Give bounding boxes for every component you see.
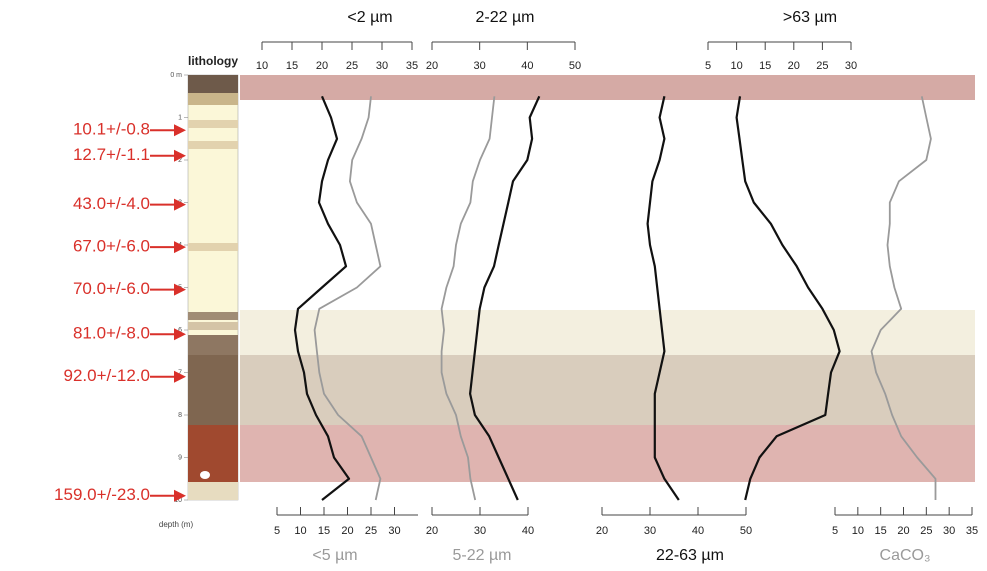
x-tick-label: 35: [406, 60, 418, 72]
y-tick-label: 1: [178, 114, 182, 121]
zone: [240, 310, 975, 355]
axis-title: <5 µm: [312, 547, 357, 564]
x-tick-label: 40: [522, 525, 534, 537]
age-label: 159.0+/-23.0: [54, 485, 150, 504]
age-label: 10.1+/-0.8: [73, 120, 150, 139]
axis-title: 5-22 µm: [452, 547, 511, 564]
x-tick-label: 30: [474, 60, 486, 72]
x-tick-label: 15: [759, 60, 771, 72]
x-tick-label: 15: [286, 60, 298, 72]
axis-title: 2-22 µm: [475, 9, 534, 26]
x-tick-label: 25: [920, 525, 932, 537]
axis-title: CaCO₃: [880, 547, 931, 564]
column-label: lithology: [188, 54, 238, 68]
x-tick-label: 5: [832, 525, 838, 537]
axis-title: >63 µm: [783, 9, 837, 26]
age-arrowhead: [174, 124, 186, 136]
x-tick-label: 10: [852, 525, 864, 537]
x-tick-label: 5: [705, 60, 711, 72]
x-tick-label: 15: [875, 525, 887, 537]
age-label: 67.0+/-6.0: [73, 237, 150, 256]
x-tick-label: 25: [816, 60, 828, 72]
x-tick-label: 30: [388, 525, 400, 537]
x-tick-label: 50: [569, 60, 581, 72]
x-tick-label: 20: [426, 525, 438, 537]
zone: [240, 425, 975, 482]
x-tick-label: 25: [346, 60, 358, 72]
x-tick-label: 30: [644, 525, 656, 537]
age-label: 92.0+/-12.0: [64, 366, 151, 385]
x-tick-label: 20: [426, 60, 438, 72]
zone: [240, 355, 975, 425]
x-tick-label: 40: [521, 60, 533, 72]
x-tick-label: 10: [730, 60, 742, 72]
y-tick-label: 9: [178, 454, 182, 461]
x-tick-label: 25: [365, 525, 377, 537]
x-tick-label: 20: [788, 60, 800, 72]
zone: [240, 75, 975, 100]
age-label: 12.7+/-1.1: [73, 145, 150, 164]
x-tick-label: 5: [274, 525, 280, 537]
chart: lithology depth (m) 0 m12345678910101520…: [0, 0, 987, 571]
x-tick-label: 30: [845, 60, 857, 72]
x-tick-label: 15: [318, 525, 330, 537]
x-tick-label: 30: [943, 525, 955, 537]
x-tick-label: 10: [256, 60, 268, 72]
x-tick-label: 40: [692, 525, 704, 537]
x-tick-label: 10: [294, 525, 306, 537]
x-tick-label: 20: [316, 60, 328, 72]
axis-title: <2 µm: [347, 9, 392, 26]
lithology-column: [188, 75, 238, 500]
y-tick-label: 0 m: [170, 72, 182, 79]
x-tick-label: 30: [474, 525, 486, 537]
age-label: 70.0+/-6.0: [73, 279, 150, 298]
axis-title: 22-63 µm: [656, 547, 724, 564]
y-axis-title: depth (m): [159, 520, 194, 529]
x-tick-label: 20: [596, 525, 608, 537]
x-tick-label: 30: [376, 60, 388, 72]
x-tick-label: 35: [966, 525, 978, 537]
x-tick-label: 50: [740, 525, 752, 537]
age-label: 81.0+/-8.0: [73, 324, 150, 343]
y-tick-label: 8: [178, 412, 182, 419]
x-tick-label: 20: [341, 525, 353, 537]
age-label: 43.0+/-4.0: [73, 194, 150, 213]
x-tick-label: 20: [897, 525, 909, 537]
